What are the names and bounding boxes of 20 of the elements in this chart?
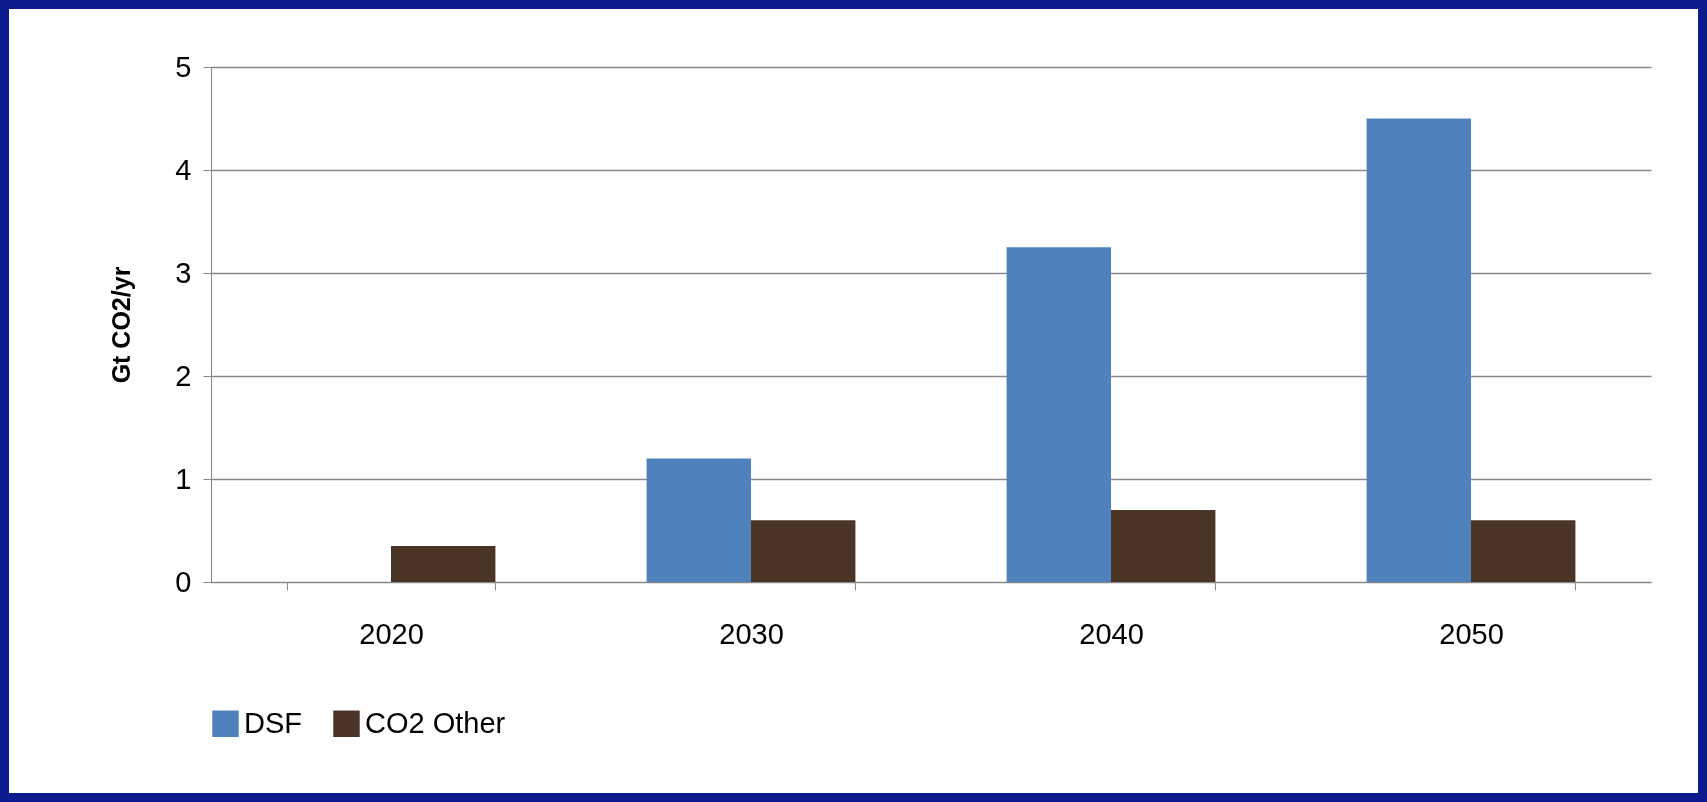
legend-label: DSF [244, 706, 302, 739]
x-tick-label: 2030 [719, 617, 784, 650]
bar [1111, 509, 1216, 582]
x-tick-label: 2050 [1439, 617, 1504, 650]
bar [1471, 520, 1576, 582]
legend-label: CO2 Other [365, 706, 506, 739]
y-tick-label: 1 [175, 462, 192, 495]
bar [1006, 247, 1111, 582]
y-tick-label: 2 [175, 359, 192, 392]
y-tick-label: 3 [175, 256, 192, 289]
bar [646, 458, 751, 582]
y-tick-label: 0 [175, 565, 192, 598]
bar [391, 545, 496, 582]
y-tick-label: 5 [175, 50, 192, 83]
bar [1366, 118, 1471, 582]
x-tick-label: 2040 [1079, 617, 1144, 650]
y-axis-title: Gt CO2/yr [107, 266, 136, 384]
bar [751, 520, 856, 582]
x-tick-label: 2020 [359, 617, 424, 650]
y-tick-label: 4 [175, 153, 192, 186]
